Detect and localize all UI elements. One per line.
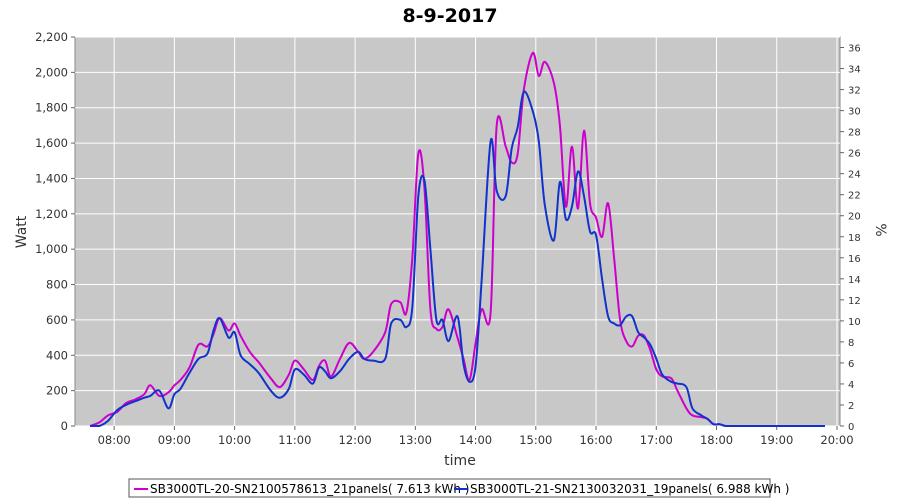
x-tick-label: 19:00 bbox=[760, 433, 793, 447]
y2-axis-label: % bbox=[872, 223, 888, 236]
y2-tick-label: 6 bbox=[848, 359, 854, 370]
y-tick-label: 1,200 bbox=[35, 207, 68, 221]
y-axis-label: Watt bbox=[14, 215, 30, 248]
y-tick-label: 1,600 bbox=[35, 136, 68, 150]
chart-title: 8-9-2017 bbox=[402, 5, 497, 27]
y2-tick-label: 0 bbox=[848, 422, 854, 433]
x-tick-label: 13:00 bbox=[399, 433, 432, 447]
legend: SB3000TL-20-SN2100578613_21panels( 7.613… bbox=[128, 478, 789, 498]
x-axis-ticks: 08:00 09:00 10:00 11:00 12:00 13:00 14:00 15:00… bbox=[98, 426, 854, 447]
x-tick-label: 08:00 bbox=[98, 433, 131, 447]
y2-tick-label: 28 bbox=[848, 128, 861, 139]
legend-label-series-1: SB3000TL-20-SN2100578613_21panels( 7.613… bbox=[150, 482, 469, 496]
y2-tick-label: 32 bbox=[848, 86, 861, 97]
y2-tick-label: 18 bbox=[848, 233, 861, 244]
y-tick-label: 1,400 bbox=[35, 171, 68, 185]
x-tick-label: 17:00 bbox=[640, 433, 673, 447]
y2-tick-label: 24 bbox=[848, 170, 861, 181]
x-tick-label: 14:00 bbox=[459, 433, 492, 447]
y2-tick-label: 22 bbox=[848, 191, 861, 202]
series-lines bbox=[89, 51, 825, 427]
y-tick-label: 800 bbox=[46, 278, 68, 292]
y2-tick-label: 36 bbox=[848, 44, 861, 55]
y-tick-label: 600 bbox=[46, 313, 68, 327]
y2-tick-label: 4 bbox=[848, 380, 854, 391]
y2-tick-label: 30 bbox=[848, 107, 861, 118]
x-tick-label: 20:00 bbox=[820, 433, 853, 447]
y2-tick-label: 12 bbox=[848, 296, 861, 307]
y-tick-label: 200 bbox=[46, 384, 68, 398]
x-axis-label: time bbox=[444, 453, 476, 469]
x-tick-label: 11:00 bbox=[278, 433, 311, 447]
y-axis-ticks: 0 200 400 600 800 1,000 1,200 1,400 1,600 1,800 2,… bbox=[35, 30, 75, 433]
grid-lines bbox=[75, 36, 840, 427]
x-tick-label: 12:00 bbox=[339, 433, 372, 447]
y2-tick-label: 34 bbox=[848, 65, 861, 76]
y-tick-label: 1,000 bbox=[35, 242, 68, 256]
y-tick-label: 2,000 bbox=[35, 65, 68, 79]
legend-label-series-2: SB3000TL-21-SN2130032031_19panels( 6.988… bbox=[470, 482, 789, 496]
y-tick-label: 2,200 bbox=[35, 30, 68, 44]
series-line-2 bbox=[90, 90, 825, 427]
y-tick-label: 1,800 bbox=[35, 101, 68, 115]
y2-tick-label: 16 bbox=[848, 254, 861, 265]
plot-area bbox=[74, 36, 841, 427]
x-tick-label: 16:00 bbox=[579, 433, 612, 447]
x-tick-label: 09:00 bbox=[158, 433, 191, 447]
y2-tick-label: 2 bbox=[848, 401, 854, 412]
y2-tick-label: 8 bbox=[848, 338, 854, 349]
y2-tick-label: 14 bbox=[848, 275, 861, 286]
x-tick-label: 15:00 bbox=[519, 433, 552, 447]
y2-tick-label: 20 bbox=[848, 212, 861, 223]
y-tick-label: 400 bbox=[46, 348, 68, 362]
x-tick-label: 10:00 bbox=[218, 433, 251, 447]
y2-tick-label: 10 bbox=[848, 317, 861, 328]
y-tick-label: 0 bbox=[61, 419, 68, 433]
y2-tick-label: 26 bbox=[848, 149, 861, 160]
legend-box bbox=[128, 478, 771, 498]
x-tick-label: 18:00 bbox=[700, 433, 733, 447]
